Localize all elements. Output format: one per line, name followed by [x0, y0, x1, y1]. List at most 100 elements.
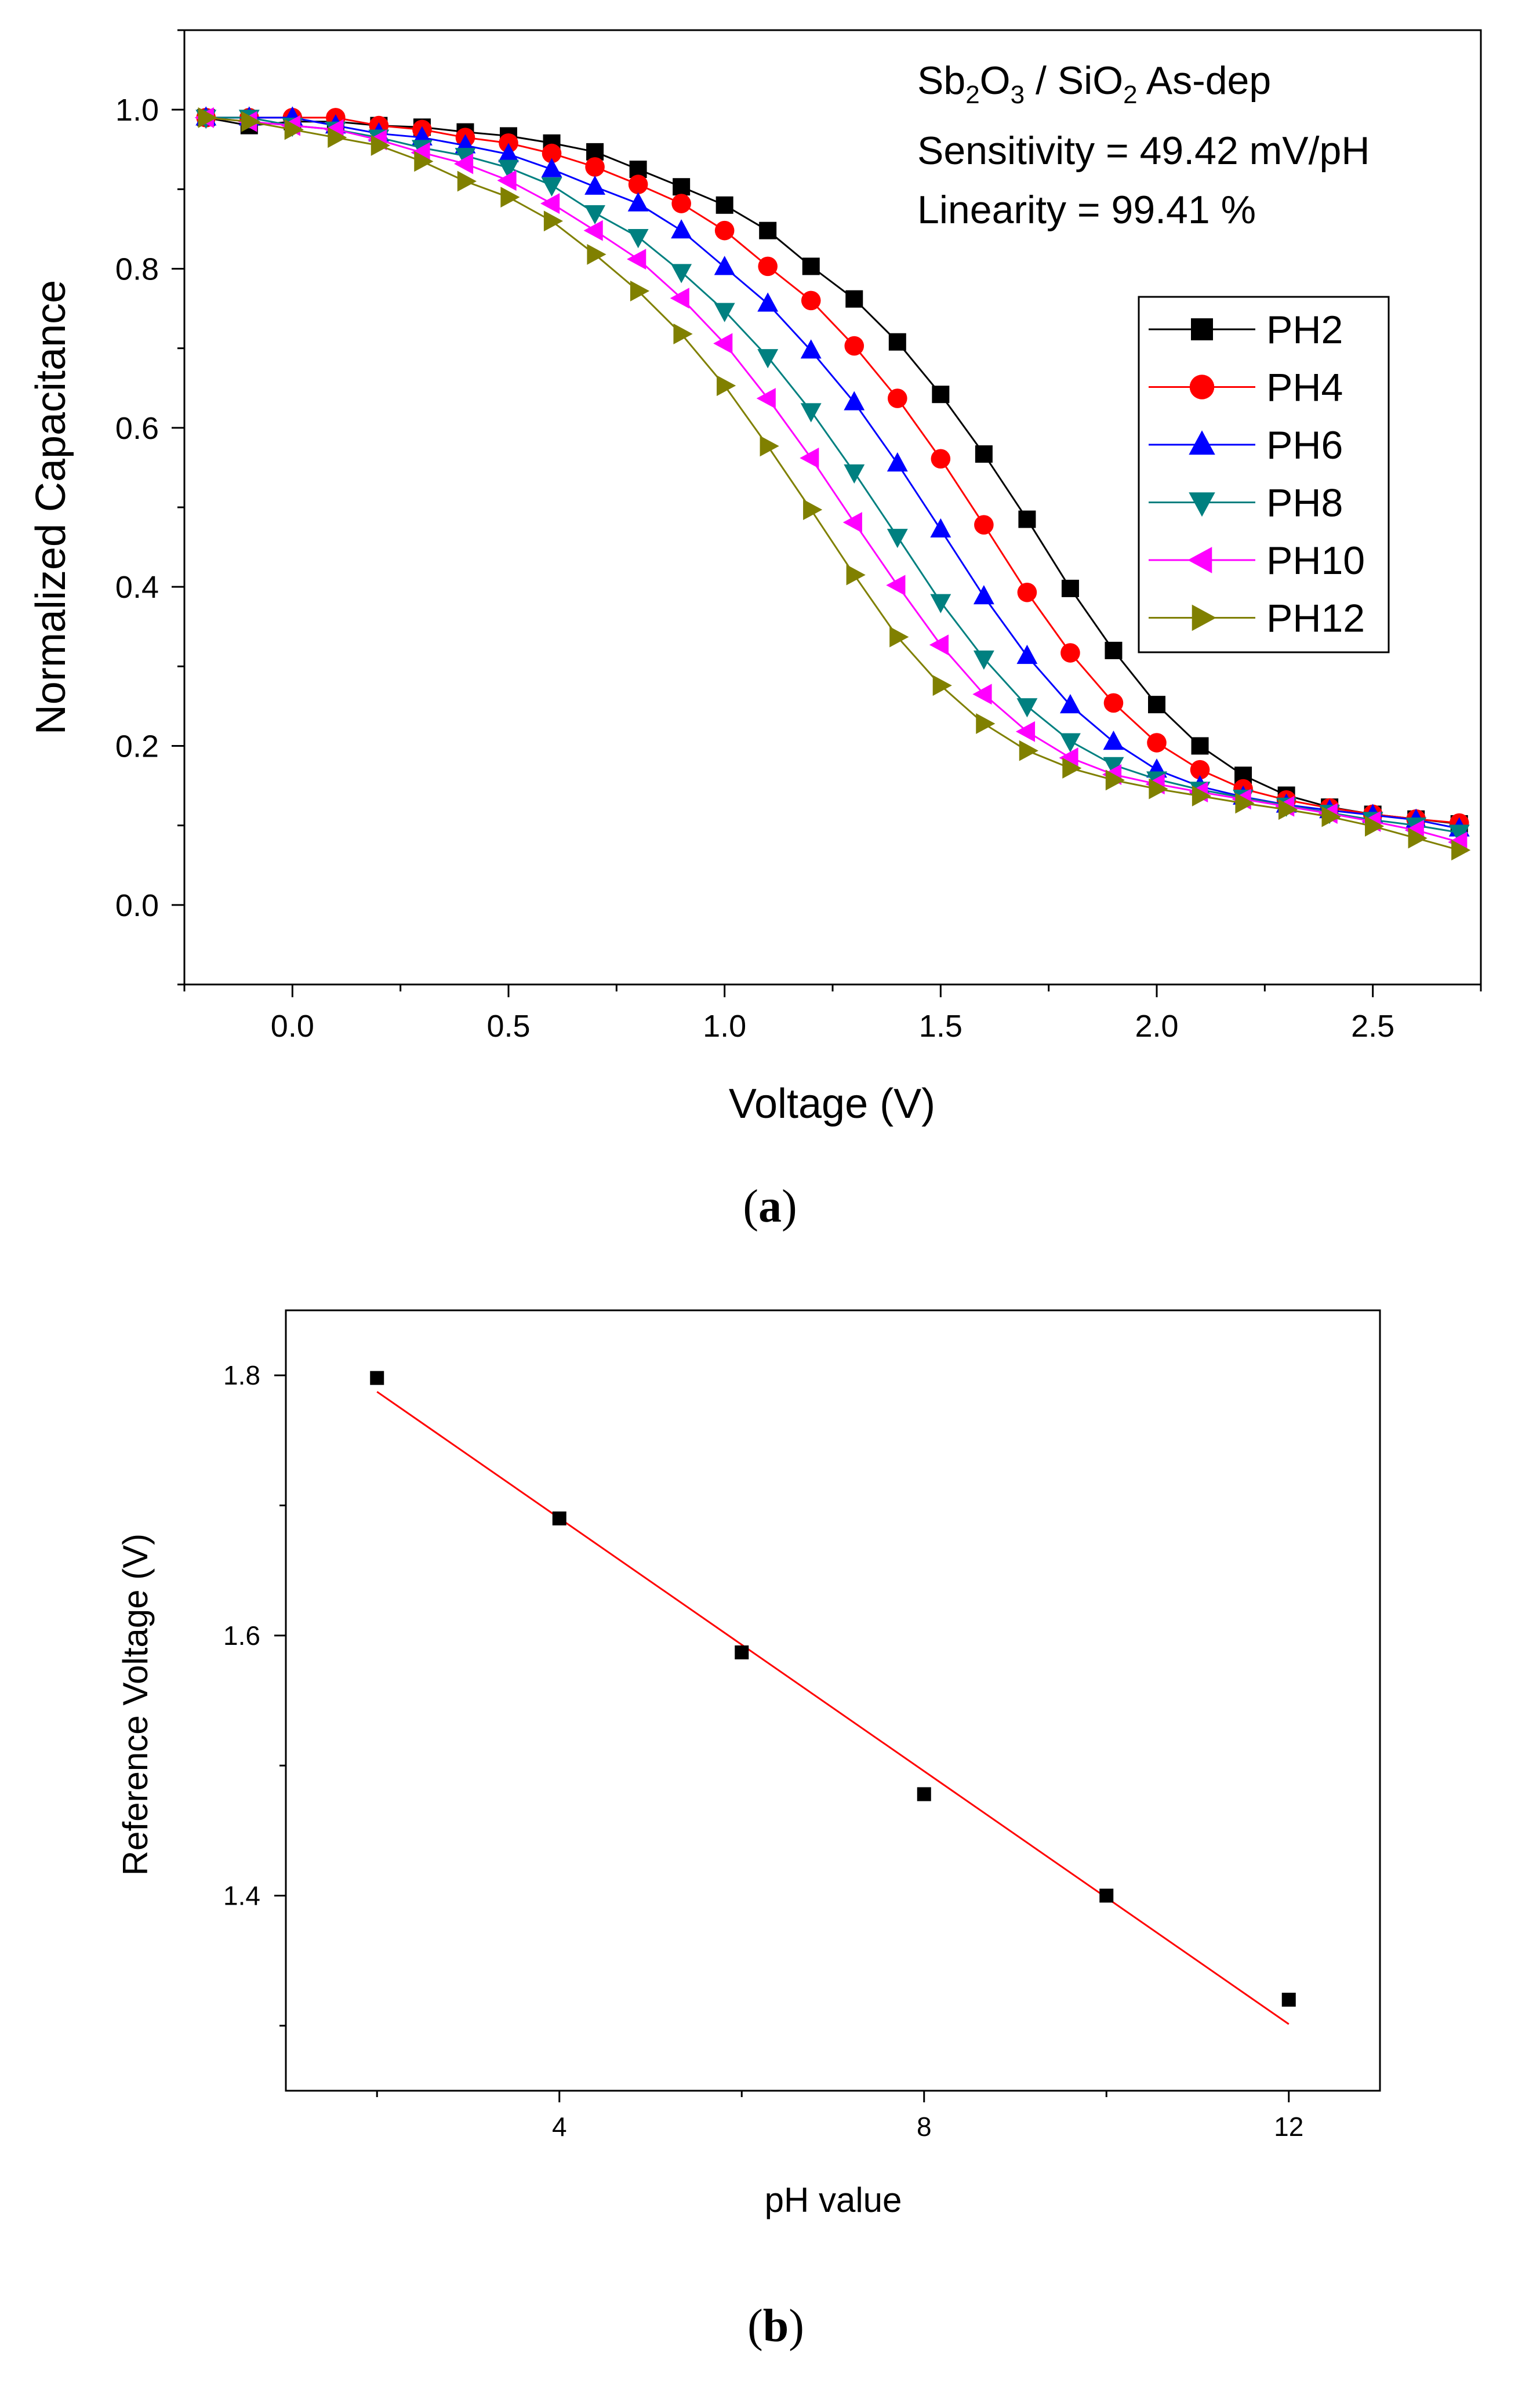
chart-a-point: [757, 292, 779, 312]
chart-a: 0.0 0.5 1.0 1.5 2.0 2.5 0.0 0.2 0.4 0.6 0.8 1.0 Vol…: [28, 29, 1482, 1232]
chart-a-y-tick-label: 0.0: [115, 888, 159, 923]
chart-b-point: [1281, 1992, 1296, 2007]
chart-a-legend-label: PH2: [1266, 308, 1343, 352]
chart-a-point: [800, 448, 819, 468]
chart-a-point: [1408, 827, 1428, 849]
chart-a-annotation: Sb2O3 / SiO2 As-dep Sensitivity = 49.42 …: [917, 59, 1370, 232]
chart-a-point: [1059, 694, 1081, 714]
chart-a-point: [1321, 806, 1341, 827]
chart-a-point: [802, 257, 820, 275]
chart-a-series-ph12: [198, 107, 1471, 861]
chart-a-point: [543, 210, 564, 232]
chart-a-x-tick-label: 1.0: [703, 1009, 746, 1044]
chart-a-point: [630, 280, 650, 301]
chart-a-point: [1105, 769, 1125, 791]
chart-a-point: [198, 107, 217, 128]
chart-a-point: [1016, 698, 1038, 718]
chart-a-point: [585, 157, 605, 177]
chart-a-y-axis-label: Normalized Capacitance: [28, 280, 74, 735]
chart-a-point: [627, 228, 649, 249]
chart-a-point: [932, 675, 952, 696]
chart-a-point: [284, 119, 304, 140]
chart-a-point: [1103, 693, 1124, 713]
chart-a-point: [627, 249, 646, 270]
chart-b-fit-line: [376, 1391, 1290, 2025]
chart-b-plot-frame: [285, 1309, 1381, 2092]
chart-a-point: [972, 684, 992, 705]
chart-a-point: [1103, 731, 1124, 750]
chart-a-point: [714, 303, 735, 322]
chart-a-point: [1059, 733, 1081, 753]
chart-a-legend-item: PH2: [1149, 308, 1343, 352]
chart-a-legend-label: PH12: [1266, 597, 1365, 641]
chart-a-point: [975, 445, 993, 463]
chart-a-point: [1059, 747, 1078, 769]
chart-a-point: [930, 594, 951, 613]
chart-a-point: [671, 264, 692, 284]
chart-a-point: [714, 220, 735, 241]
chart-b-fit: [376, 1391, 1290, 2025]
chart-a-ticks: [172, 29, 1482, 997]
chart-a-point: [1190, 760, 1210, 780]
chart-a-y-tick-label: 0.2: [115, 729, 159, 764]
chart-a-point: [931, 449, 951, 469]
chart-a-point: [453, 153, 474, 175]
chart-a-legend-item: PH12: [1149, 597, 1365, 641]
chart-a-point: [584, 175, 606, 195]
chart-a-point: [1278, 799, 1298, 820]
chart-a-panel-label: (a): [743, 1181, 797, 1232]
chart-a-point: [886, 575, 906, 596]
chart-a-point: [497, 170, 517, 191]
chart-a-point: [1148, 696, 1165, 714]
chart-a-point: [801, 290, 821, 311]
chart-a-point: [498, 143, 519, 162]
chart-a-point: [414, 151, 434, 172]
chart-b-point: [917, 1787, 931, 1801]
chart-a-point: [1451, 840, 1471, 861]
chart-b: 4 8 12 1.4 1.6 1.8 pH value Reference Voltage…: [116, 1309, 1381, 2352]
chart-a-point: [887, 452, 908, 472]
chart-a-point: [540, 193, 560, 214]
chart-a-x-tick-label: 0.0: [271, 1009, 314, 1044]
chart-a-x-tick-label: 1.5: [919, 1009, 962, 1044]
chart-b-y-tick-label: 1.4: [223, 1881, 260, 1911]
chart-a-point: [241, 111, 261, 132]
chart-a-point: [673, 324, 693, 344]
chart-a-y-tick-label: 0.8: [115, 252, 159, 287]
chart-a-point: [1149, 778, 1168, 800]
chart-a-point: [1105, 641, 1123, 659]
chart-a-point: [500, 187, 520, 208]
chart-a-point: [715, 196, 733, 214]
chart-a-point: [1103, 757, 1124, 776]
chart-a-point: [973, 585, 994, 605]
chart-a-point: [713, 333, 733, 354]
chart-a-point: [803, 499, 823, 521]
chart-a-legend-label: PH10: [1266, 539, 1365, 583]
chart-a-point: [673, 178, 691, 196]
chart-a-legend-item: PH4: [1149, 366, 1343, 410]
chart-b-point: [370, 1371, 384, 1385]
chart-b-x-axis-label: pH value: [765, 2181, 902, 2219]
chart-a-point: [888, 388, 907, 408]
chart-a-legend-marker: [1189, 492, 1215, 517]
chart-a-point: [1060, 643, 1080, 663]
chart-a-point: [542, 143, 562, 164]
chart-a-point: [541, 177, 562, 197]
chart-a-point: [932, 386, 950, 404]
chart-a-x-tick-label: 2.0: [1135, 1009, 1178, 1044]
chart-a-point: [929, 634, 949, 656]
chart-a-point: [1062, 757, 1082, 779]
chart-a-legend-item: PH8: [1149, 481, 1343, 525]
chart-a-point: [1016, 645, 1038, 664]
chart-b-point: [1099, 1888, 1114, 1903]
chart-a-point: [1235, 793, 1255, 814]
chart-a-point: [1448, 824, 1470, 844]
chart-a-sensitivity-label: Sensitivity = 49.42 mV/pH: [917, 129, 1370, 173]
chart-a-legend-item: PH10: [1149, 539, 1365, 583]
chart-a-point: [371, 135, 390, 156]
chart-a-legend-marker: [1187, 547, 1212, 573]
chart-a-point: [1015, 721, 1036, 742]
chart-a-point: [974, 515, 994, 535]
chart-a-point: [1147, 733, 1167, 753]
